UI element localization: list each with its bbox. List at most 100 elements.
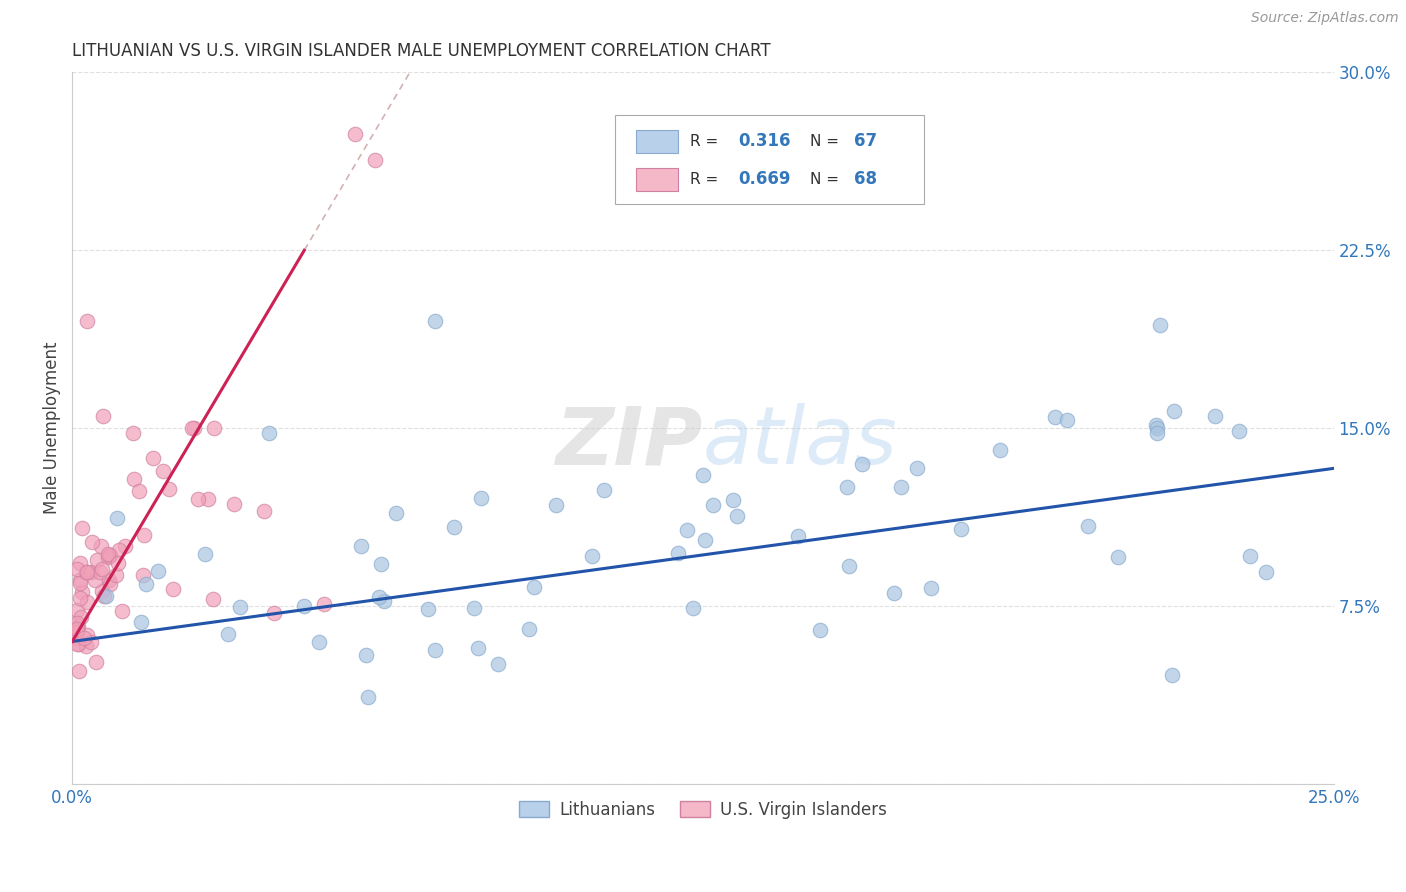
Point xyxy=(66,603,89,617)
Point xyxy=(76,595,98,609)
Text: R =: R = xyxy=(690,134,723,149)
Point xyxy=(134,528,156,542)
Point xyxy=(463,601,485,615)
Point xyxy=(66,631,89,645)
Point xyxy=(1077,518,1099,533)
Point xyxy=(181,421,204,435)
Point xyxy=(89,565,111,579)
Point xyxy=(1163,404,1185,418)
Point xyxy=(1043,410,1066,425)
Point xyxy=(517,622,540,636)
Point xyxy=(883,586,905,600)
Point xyxy=(69,556,91,570)
Point xyxy=(416,602,439,616)
Point xyxy=(357,690,380,704)
Point xyxy=(443,520,465,534)
Point xyxy=(692,467,714,482)
Point xyxy=(183,421,205,435)
Point xyxy=(90,539,112,553)
Point xyxy=(228,600,250,615)
Point xyxy=(70,585,93,599)
Point xyxy=(98,548,121,562)
Point xyxy=(257,426,280,441)
Point xyxy=(132,568,155,582)
Point xyxy=(72,521,94,535)
Point xyxy=(354,648,377,662)
Point xyxy=(920,581,942,595)
Point xyxy=(370,557,392,571)
Point xyxy=(197,491,219,506)
Point xyxy=(1239,549,1261,563)
FancyBboxPatch shape xyxy=(636,168,678,191)
Point xyxy=(292,599,315,614)
Point xyxy=(67,664,90,678)
Point xyxy=(350,539,373,553)
Point xyxy=(1146,421,1168,435)
Point xyxy=(308,635,330,649)
Point xyxy=(135,577,157,591)
Point xyxy=(97,550,120,565)
Point xyxy=(808,624,831,638)
Point xyxy=(949,523,972,537)
Legend: Lithuanians, U.S. Virgin Islanders: Lithuanians, U.S. Virgin Islanders xyxy=(512,794,893,825)
Point xyxy=(202,591,225,606)
Point xyxy=(142,451,165,466)
Point xyxy=(1149,318,1171,332)
Point xyxy=(91,584,114,599)
Point xyxy=(76,566,98,580)
Point xyxy=(67,637,90,651)
Text: N =: N = xyxy=(810,172,844,186)
Point xyxy=(67,619,90,633)
Point xyxy=(787,529,810,543)
Point xyxy=(1254,565,1277,579)
Point xyxy=(222,497,245,511)
Text: N =: N = xyxy=(810,134,844,149)
Point xyxy=(157,482,180,496)
Point xyxy=(373,594,395,608)
Point xyxy=(187,492,209,507)
Point xyxy=(990,443,1012,458)
Point xyxy=(93,589,115,603)
Point xyxy=(129,615,152,630)
FancyBboxPatch shape xyxy=(636,129,678,153)
Point xyxy=(79,635,101,649)
Point xyxy=(1107,549,1129,564)
Point xyxy=(82,534,104,549)
Point xyxy=(152,464,174,478)
Point xyxy=(98,549,121,564)
Text: R =: R = xyxy=(690,172,723,186)
Point xyxy=(425,314,447,328)
Point xyxy=(148,565,170,579)
Point xyxy=(1227,425,1250,439)
Point xyxy=(385,506,408,520)
Point xyxy=(263,606,285,620)
Point xyxy=(1056,412,1078,426)
Point xyxy=(470,491,492,505)
Point xyxy=(105,511,128,525)
Point xyxy=(193,547,215,561)
Point xyxy=(1144,417,1167,432)
Point xyxy=(693,533,716,547)
Point xyxy=(1204,409,1226,423)
Point xyxy=(114,539,136,553)
Point xyxy=(1146,425,1168,440)
Point xyxy=(467,640,489,655)
Y-axis label: Male Unemployment: Male Unemployment xyxy=(44,342,60,515)
Point xyxy=(76,314,98,328)
Text: LITHUANIAN VS U.S. VIRGIN ISLANDER MALE UNEMPLOYMENT CORRELATION CHART: LITHUANIAN VS U.S. VIRGIN ISLANDER MALE … xyxy=(72,42,770,60)
Point xyxy=(91,409,114,424)
Text: Source: ZipAtlas.com: Source: ZipAtlas.com xyxy=(1251,11,1399,25)
Point xyxy=(905,461,928,475)
Point xyxy=(368,590,391,604)
Point xyxy=(75,565,97,579)
Point xyxy=(890,480,912,494)
Text: 67: 67 xyxy=(855,132,877,151)
Point xyxy=(314,597,336,611)
Point xyxy=(90,562,112,576)
Point xyxy=(69,591,91,605)
Point xyxy=(107,542,129,557)
FancyBboxPatch shape xyxy=(614,115,924,204)
Point xyxy=(217,627,239,641)
Point xyxy=(66,624,89,639)
Point xyxy=(666,546,689,560)
